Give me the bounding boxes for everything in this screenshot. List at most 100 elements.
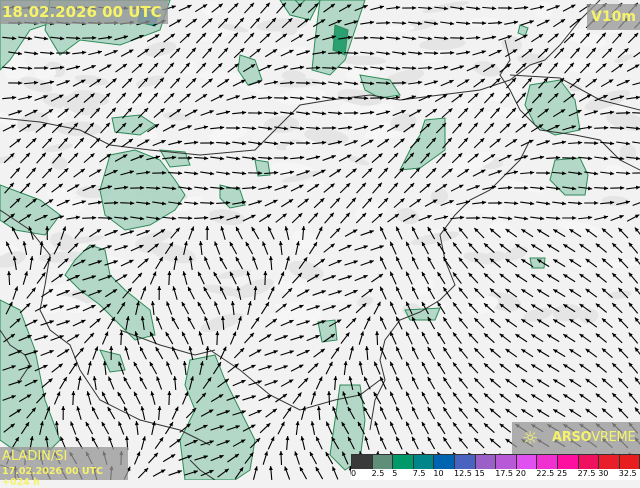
wind-arrow (408, 51, 422, 55)
wind-arrow (553, 229, 565, 236)
wind-arrow (468, 273, 477, 283)
wind-arrow (360, 51, 374, 55)
wind-arrow (521, 349, 533, 357)
wind-arrow (466, 216, 480, 220)
wind-arrow (498, 6, 512, 10)
wind-arrow (547, 364, 559, 371)
wind-arrow (326, 422, 332, 435)
wind-arrow (42, 378, 53, 387)
wind-arrow (284, 466, 289, 479)
wind-arrow (467, 185, 480, 190)
wind-arrow (296, 111, 310, 115)
wind-arrow (537, 289, 549, 296)
wind-arrow (371, 274, 382, 282)
wind-arrow (500, 123, 510, 133)
terrain-patch (419, 37, 466, 52)
wind-arrow (602, 348, 613, 357)
wind-arrow (194, 156, 208, 160)
wind-arrow (323, 305, 336, 310)
wind-arrow (396, 377, 402, 390)
wind-arrow (339, 305, 351, 312)
wind-arrow (394, 198, 405, 207)
terrain-patch (500, 34, 523, 54)
wind-arrow (373, 183, 382, 194)
wind-arrow (437, 392, 444, 404)
wind-arrow (205, 226, 209, 240)
wind-arrow (500, 244, 511, 253)
wind-arrow (618, 348, 628, 358)
wind-arrow (248, 111, 262, 115)
wind-arrow (390, 302, 396, 315)
wind-arrow (601, 79, 613, 86)
wind-arrow (279, 451, 283, 465)
wind-arrow (376, 51, 390, 55)
wind-arrow (300, 467, 307, 479)
wind-arrow (18, 95, 32, 99)
wind-arrow (93, 346, 98, 359)
wind-arrow (167, 391, 171, 405)
wind-arrow (618, 378, 628, 388)
wind-arrow (514, 216, 528, 220)
wind-arrow (115, 245, 128, 250)
wind-arrow (412, 437, 418, 450)
wind-arrow (451, 185, 463, 191)
wind-arrow (633, 200, 640, 205)
terrain-patch (275, 86, 327, 107)
wind-arrow (24, 51, 38, 55)
wind-arrow (345, 230, 357, 237)
wind-arrow (505, 139, 517, 147)
legend-label: 27.5 (578, 469, 596, 478)
wind-arrow (330, 198, 340, 208)
wind-arrow (57, 349, 69, 356)
wind-arrow (552, 140, 566, 144)
wind-arrow (78, 376, 82, 390)
wind-arrow (390, 332, 396, 345)
wind-arrow (326, 362, 332, 374)
wind-arrow (428, 407, 435, 419)
wind-arrow (635, 377, 640, 388)
wind-arrow (482, 6, 496, 10)
wind-arrow (594, 215, 608, 219)
wind-arrow (386, 66, 400, 70)
wind-arrow (54, 392, 60, 405)
wind-arrow (468, 423, 477, 433)
wind-arrow (202, 18, 212, 27)
wind-arrow (87, 391, 91, 405)
model-info: ALADIN/SI 17.02.2026 00 UTC +024 h (0, 447, 128, 480)
arso-logo[interactable]: ☼ ARSOVREME (512, 422, 640, 454)
wind-arrow (443, 377, 451, 389)
wind-arrow (596, 334, 607, 343)
terrain-patch (217, 267, 252, 281)
wind-arrow (356, 183, 365, 193)
wind-arrow (11, 168, 20, 178)
wind-arrow (27, 168, 36, 178)
wind-arrow (249, 410, 262, 416)
legend-swatch (434, 455, 454, 470)
wind-arrow (236, 227, 242, 239)
wind-arrow (88, 201, 102, 205)
wind-arrow (68, 153, 78, 163)
wind-arrow (76, 406, 81, 419)
wind-arrow (602, 318, 613, 327)
wind-arrow (553, 19, 565, 27)
wind-arrow (285, 436, 289, 450)
legend-label: 5 (392, 469, 397, 478)
model-run: 17.02.2026 00 UTC +024 h (2, 466, 128, 488)
wind-arrow (474, 408, 484, 418)
wind-arrow (521, 20, 534, 25)
wind-arrow (468, 243, 477, 253)
wind-arrow (563, 364, 575, 371)
wind-arrow (472, 50, 485, 55)
wind-arrow (338, 66, 352, 70)
wind-arrow (552, 201, 566, 205)
wind-arrow (232, 111, 246, 115)
wind-arrow (157, 406, 161, 420)
wind-arrow (484, 123, 494, 133)
wind-arrow (635, 347, 640, 358)
wind-arrow (504, 170, 518, 174)
wind-arrow (602, 48, 612, 58)
wind-arrow (210, 156, 224, 160)
wind-arrow (214, 241, 219, 254)
wind-arrow (632, 171, 640, 175)
wind-arrow (179, 5, 192, 11)
